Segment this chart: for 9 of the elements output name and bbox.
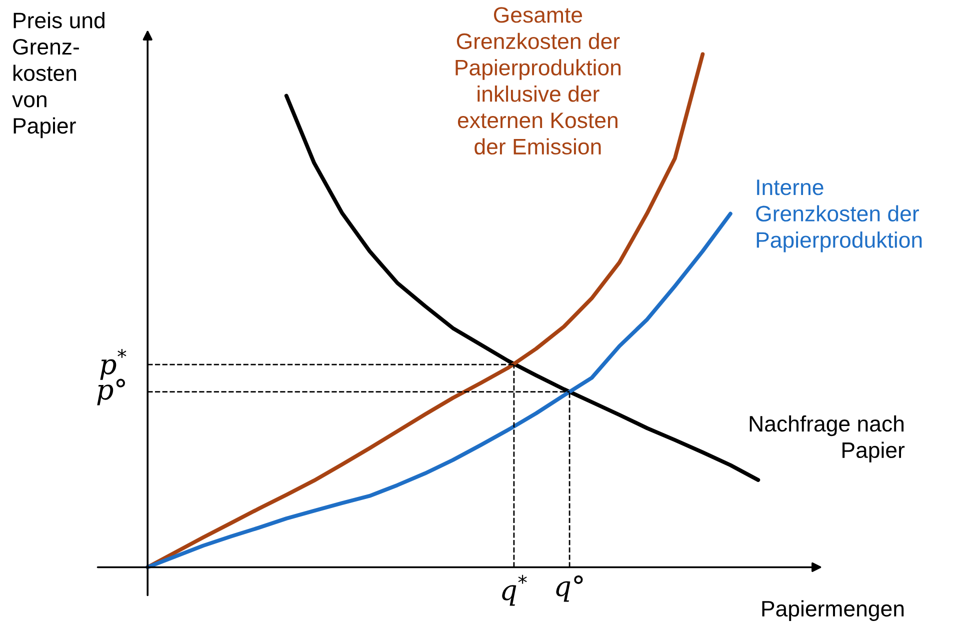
- ref-line-label: p°: [97, 378, 125, 406]
- x-axis-title: Papiermengen: [762, 600, 904, 621]
- text: q$^{*}$: [502, 574, 527, 606]
- text: q°: [556, 575, 583, 602]
- series-label: Nachfrage nach Papier: [750, 415, 905, 462]
- series-label: Interne Grenzkosten der Papierproduktion: [756, 180, 922, 252]
- ref-line-label: p$^{*}$: [100, 349, 126, 380]
- text: Gesamte Grenzkosten der Papierproduktion inklusive der externen Kosten der Emission: [456, 7, 620, 155]
- y-axis-title: Preis und Grenz- kosten von Papier: [12, 12, 104, 138]
